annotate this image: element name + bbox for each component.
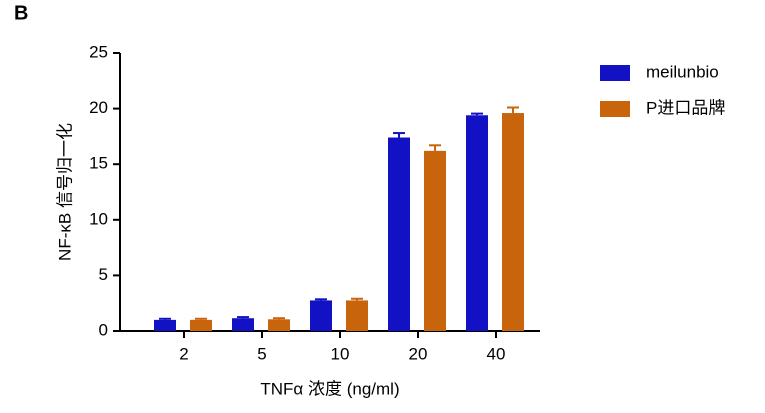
y-axis-label: NF-κB 信号归一化 [55, 123, 74, 261]
y-tick-label: 20 [89, 98, 108, 117]
x-tick-label: 40 [487, 344, 506, 363]
bar [268, 319, 290, 331]
panel-label: B [14, 2, 28, 24]
y-tick-label: 10 [89, 209, 108, 228]
y-tick-label: 25 [89, 42, 108, 61]
bar [466, 115, 488, 331]
x-tick-label: 2 [179, 344, 188, 363]
bar [502, 113, 524, 331]
bar [190, 319, 212, 331]
y-tick-label: 5 [99, 265, 108, 284]
legend-swatch [600, 65, 630, 81]
bar [154, 319, 176, 331]
x-tick-label: 5 [257, 344, 266, 363]
bar [310, 300, 332, 331]
bar [388, 137, 410, 331]
legend-label: meilunbio [646, 62, 719, 81]
y-tick-label: 0 [99, 320, 108, 339]
x-tick-label: 20 [409, 344, 428, 363]
bar [232, 318, 254, 331]
bar [346, 300, 368, 331]
x-axis-label: TNFα 浓度 (ng/ml) [260, 379, 399, 398]
x-tick-label: 10 [331, 344, 350, 363]
legend-swatch [600, 101, 630, 117]
bar [424, 150, 446, 331]
legend-label: P进口品牌 [646, 98, 725, 117]
y-tick-label: 15 [89, 154, 108, 173]
